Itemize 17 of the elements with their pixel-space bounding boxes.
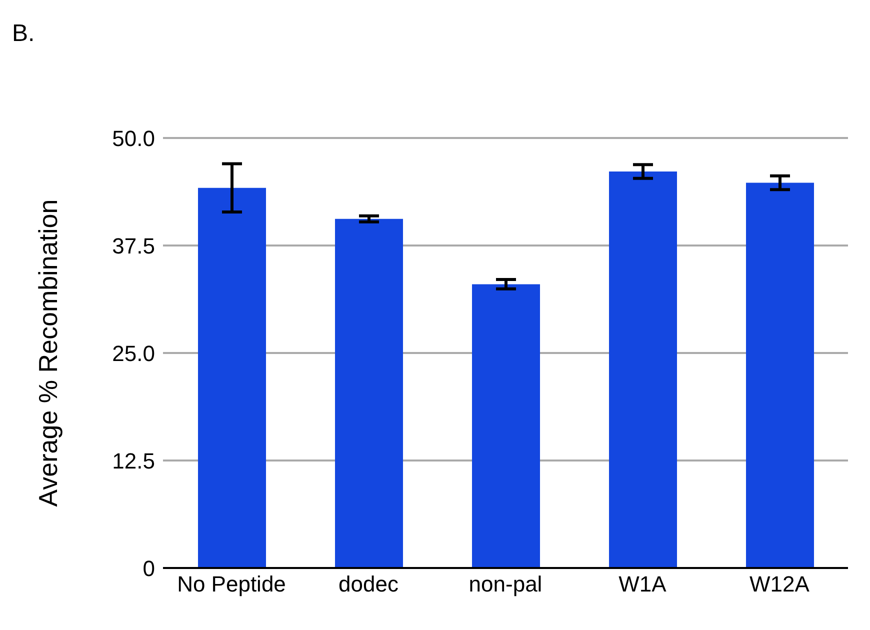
x-tick-label: No Peptide (177, 572, 286, 597)
y-tick-label: 37.5 (112, 233, 155, 258)
bar (198, 188, 266, 568)
y-tick-label: 25.0 (112, 340, 155, 366)
bar (335, 218, 403, 568)
y-tick-label: 50.0 (112, 126, 155, 151)
y-tick-label: 12.5 (112, 448, 155, 474)
y-tick-label: 0 (142, 556, 155, 581)
x-tick-label: W12A (750, 572, 810, 597)
x-tick-label: W1A (618, 572, 667, 597)
bar (746, 182, 814, 568)
bar (472, 284, 540, 568)
x-tick-label: dodec (338, 572, 398, 597)
chart-title: B. (12, 20, 35, 48)
x-tick-label: non-pal (468, 572, 542, 597)
bar (609, 172, 677, 568)
y-axis-title: Average % Recombination (33, 199, 64, 507)
